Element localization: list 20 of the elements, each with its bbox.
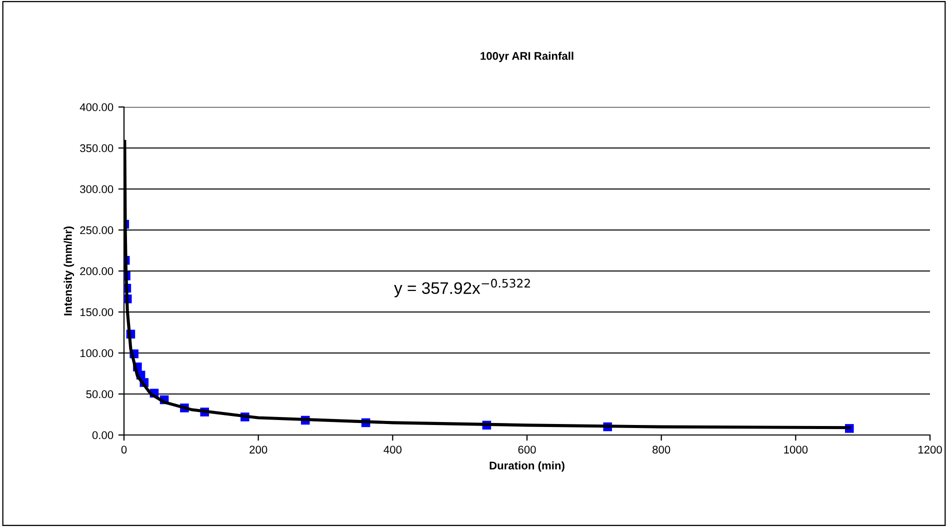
y-tick-label: 100.00 <box>80 349 114 358</box>
y-tick-label: 0.00 <box>92 431 114 440</box>
y-tick-label: 300.00 <box>80 185 114 194</box>
x-tick-label: 0 <box>121 446 127 454</box>
y-axis-title: Intensity (mm/hr) <box>64 226 74 316</box>
y-tick-label: 250.00 <box>80 226 114 234</box>
x-tick-label: 200 <box>250 446 268 454</box>
x-tick-label: 400 <box>384 446 402 454</box>
x-axis-title: Duration (min) <box>490 461 564 472</box>
x-tick-label: 600 <box>518 446 536 454</box>
x-tick-label: 1200 <box>918 446 942 454</box>
y-tick-label: 400.00 <box>80 103 114 112</box>
chart-title: 100yr ARI Rainfall <box>480 52 574 62</box>
y-tick-label: 150.00 <box>80 308 114 316</box>
y-tick-label: 50.00 <box>86 390 114 398</box>
x-tick-label: 800 <box>652 446 670 454</box>
x-tick-label: 1000 <box>784 446 808 454</box>
y-tick-label: 350.00 <box>80 144 114 152</box>
annotation: y = 357.92x$^{−0.5322}$ <box>394 278 530 298</box>
y-tick-label: 200.00 <box>80 267 114 276</box>
